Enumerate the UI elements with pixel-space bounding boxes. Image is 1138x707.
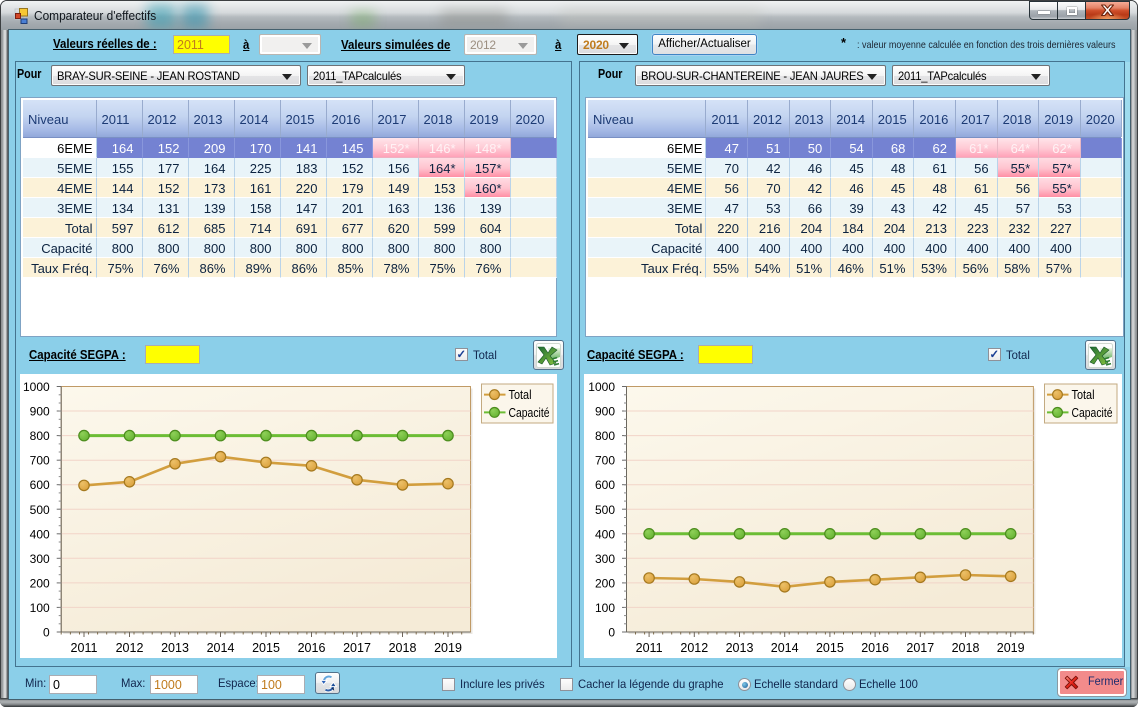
svg-text:2011: 2011 bbox=[71, 641, 98, 655]
svg-text:400: 400 bbox=[595, 527, 615, 541]
svg-text:0: 0 bbox=[43, 626, 50, 640]
svg-text:0: 0 bbox=[608, 626, 615, 640]
svg-text:2011: 2011 bbox=[636, 641, 663, 655]
svg-text:300: 300 bbox=[595, 552, 615, 566]
svg-text:2015: 2015 bbox=[252, 641, 280, 655]
svg-text:Total: Total bbox=[1072, 388, 1095, 402]
svg-text:2016: 2016 bbox=[298, 641, 326, 655]
svg-text:600: 600 bbox=[30, 478, 50, 492]
svg-text:200: 200 bbox=[30, 576, 50, 590]
svg-text:1000: 1000 bbox=[588, 380, 615, 394]
svg-text:2015: 2015 bbox=[816, 641, 844, 655]
svg-text:2017: 2017 bbox=[906, 641, 934, 655]
svg-text:2018: 2018 bbox=[952, 641, 980, 655]
svg-text:2013: 2013 bbox=[161, 641, 189, 655]
svg-text:200: 200 bbox=[595, 576, 615, 590]
svg-text:2012: 2012 bbox=[680, 641, 708, 655]
svg-text:700: 700 bbox=[595, 454, 615, 468]
svg-text:Capacité: Capacité bbox=[1072, 406, 1113, 420]
svg-text:2019: 2019 bbox=[434, 641, 462, 655]
svg-text:700: 700 bbox=[30, 454, 50, 468]
svg-text:500: 500 bbox=[30, 503, 50, 517]
svg-text:1000: 1000 bbox=[23, 380, 50, 394]
svg-text:2019: 2019 bbox=[997, 641, 1025, 655]
svg-text:2017: 2017 bbox=[343, 641, 371, 655]
svg-text:800: 800 bbox=[595, 429, 615, 443]
svg-text:2012: 2012 bbox=[116, 641, 144, 655]
svg-text:900: 900 bbox=[30, 405, 50, 419]
svg-text:900: 900 bbox=[595, 405, 615, 419]
svg-text:2014: 2014 bbox=[771, 641, 799, 655]
svg-text:2018: 2018 bbox=[389, 641, 417, 655]
svg-text:100: 100 bbox=[595, 601, 615, 615]
svg-text:2013: 2013 bbox=[726, 641, 754, 655]
svg-text:600: 600 bbox=[595, 478, 615, 492]
svg-text:400: 400 bbox=[30, 527, 50, 541]
svg-text:100: 100 bbox=[30, 601, 50, 615]
svg-text:Capacité: Capacité bbox=[509, 406, 550, 420]
svg-text:300: 300 bbox=[30, 552, 50, 566]
svg-text:2016: 2016 bbox=[861, 641, 889, 655]
svg-text:500: 500 bbox=[595, 503, 615, 517]
svg-text:800: 800 bbox=[30, 429, 50, 443]
svg-text:2014: 2014 bbox=[207, 641, 235, 655]
svg-text:Total: Total bbox=[509, 388, 532, 402]
